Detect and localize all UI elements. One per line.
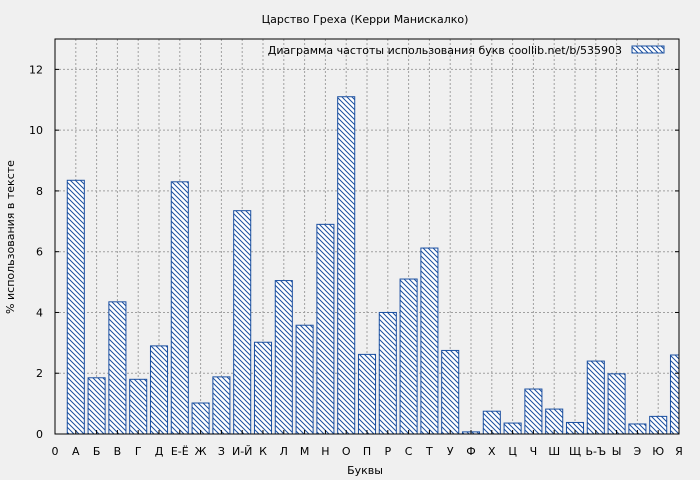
bar-З [212, 376, 231, 435]
x-tick-label: Ш [548, 445, 560, 458]
bar-Т [420, 247, 439, 435]
bar-Е-Ё [170, 181, 189, 435]
x-tick-label: Л [280, 445, 288, 458]
x-tick-label: И-Й [232, 445, 252, 458]
bar-Я [669, 354, 680, 435]
x-tick-label: У [447, 445, 454, 458]
legend-swatch [631, 45, 665, 54]
y-tick-label: 6 [36, 246, 43, 259]
bar-С [399, 278, 418, 435]
x-tick-label: Е-Ё [171, 445, 189, 458]
x-tick-label: Г [135, 445, 142, 458]
x-tick-label: Ц [508, 445, 517, 458]
x-tick-label: С [405, 445, 413, 458]
x-tick-label: Я [675, 445, 683, 458]
y-tick-label: 4 [36, 306, 43, 319]
y-tick-label: 12 [29, 63, 43, 76]
x-axis-label: Буквы [347, 464, 383, 477]
y-tick-label: 8 [36, 185, 43, 198]
x-tick-label: Ф [466, 445, 475, 458]
bar-П [357, 353, 377, 435]
x-tick-label: В [114, 445, 122, 458]
x-tick-labels: 0 А Б В Г Д Е-Ё Ж З И-Й К Л М Н О П Р С Т У Ф Х Ц Ч Ш Щ Ь-Ъ Ы Э Ю Я [52, 430, 683, 458]
x-tick-label: Х [488, 445, 496, 458]
bar-Ч [524, 388, 543, 435]
x-tick-label: Ч [530, 445, 538, 458]
bar-Р [378, 311, 397, 435]
y-tick-labels: 0 2 4 6 8 10 12 [29, 63, 679, 441]
x-tick-label: А [72, 445, 80, 458]
bar-И-Й [233, 210, 252, 435]
x-tick-label: Н [321, 445, 329, 458]
bar-К [253, 341, 273, 435]
bar-Г [129, 378, 148, 435]
x-tick-label: П [363, 445, 371, 458]
plot-frame [54, 38, 680, 435]
bar-Н [316, 223, 335, 435]
x-tick-label: З [218, 445, 225, 458]
y-axis-label: % использования в тексте [4, 160, 17, 314]
bar-Б [87, 377, 106, 435]
x-tick-label: К [259, 445, 267, 458]
bar-О [337, 96, 356, 435]
x-tick-label: Р [384, 445, 391, 458]
x-tick-label: М [300, 445, 310, 458]
bar-Ж [191, 402, 210, 435]
bar-Л [274, 280, 293, 435]
x-tick-label: Д [155, 445, 164, 458]
x-tick-label: Ы [612, 445, 622, 458]
bar-Ы [607, 373, 626, 435]
bar-Д [149, 345, 169, 435]
bar-А [66, 179, 85, 435]
y-tick-label: 0 [36, 428, 43, 441]
x-tick-label: Ж [195, 445, 207, 458]
y-tick-label: 2 [36, 367, 43, 380]
x-tick-label: Щ [569, 445, 581, 458]
legend: Диаграмма частоты использования букв coo… [268, 44, 665, 57]
bar-Ь-Ъ [586, 360, 605, 435]
x-tick-label: О [342, 445, 351, 458]
x-tick-label: 0 [52, 445, 59, 458]
x-tick-label: Э [634, 445, 642, 458]
x-tick-label: Т [425, 445, 433, 458]
bar-В [108, 301, 127, 435]
bar-У [441, 349, 460, 435]
y-tick-label: 10 [29, 124, 43, 137]
legend-label: Диаграмма частоты использования букв coo… [268, 44, 622, 57]
x-tick-label: Ю [652, 445, 664, 458]
bar-М [295, 324, 314, 435]
x-tick-label: Б [93, 445, 101, 458]
x-tick-label: Ь-Ъ [585, 445, 606, 458]
chart-title: Царство Греха (Керри Манискалко) [262, 13, 469, 26]
